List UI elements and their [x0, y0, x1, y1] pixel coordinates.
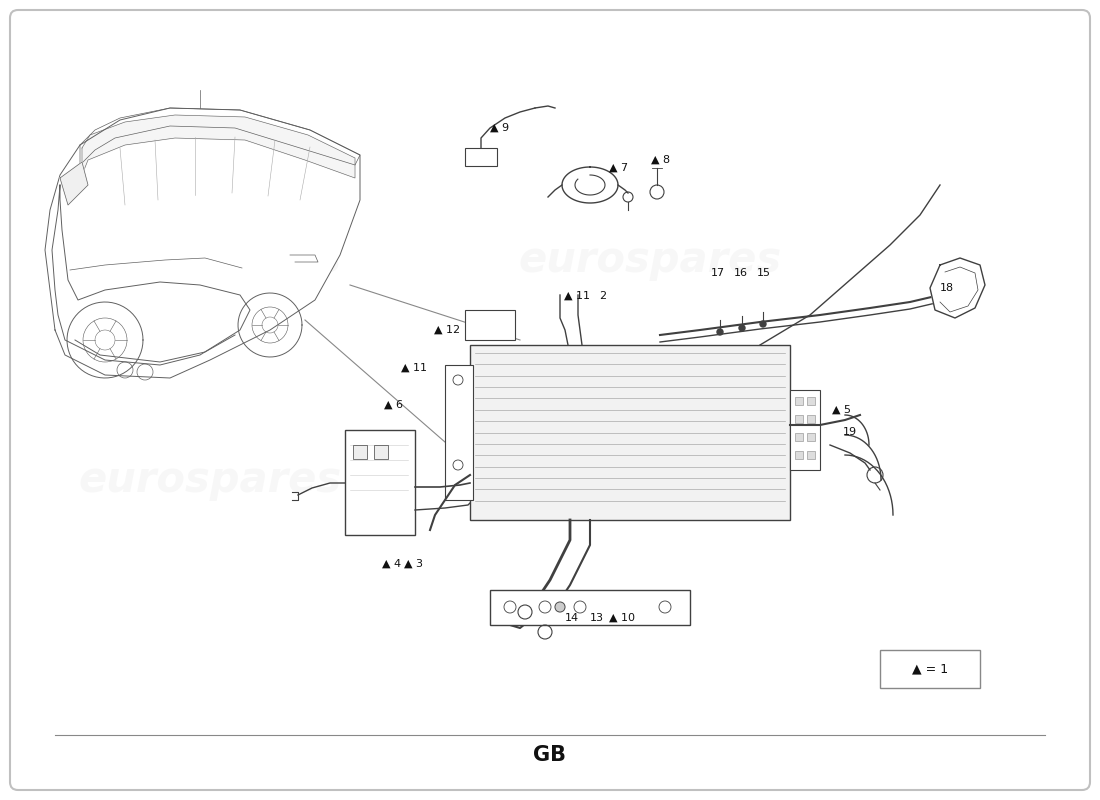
Bar	[790, 390, 820, 470]
Bar	[353, 445, 367, 459]
Text: eurospares: eurospares	[78, 239, 342, 281]
Text: 14: 14	[565, 613, 579, 623]
Bar	[807, 397, 815, 405]
Text: 2: 2	[600, 291, 606, 301]
Bar	[465, 310, 515, 340]
Bar	[374, 445, 388, 459]
Bar	[465, 148, 497, 166]
Bar	[470, 345, 790, 520]
Text: 13: 13	[590, 613, 604, 623]
FancyBboxPatch shape	[10, 10, 1090, 790]
Circle shape	[739, 325, 745, 331]
Text: eurospares: eurospares	[508, 459, 771, 501]
Text: eurospares: eurospares	[518, 239, 782, 281]
Text: ▲ 3: ▲ 3	[405, 559, 424, 569]
Polygon shape	[82, 115, 355, 178]
Bar	[807, 433, 815, 441]
Bar	[490, 590, 690, 625]
Polygon shape	[60, 162, 88, 205]
Text: 15: 15	[757, 268, 771, 278]
Text: ▲ 9: ▲ 9	[491, 123, 509, 133]
Bar	[795, 451, 803, 459]
Bar	[807, 415, 815, 423]
Text: 19: 19	[843, 427, 857, 437]
Circle shape	[556, 602, 565, 612]
Circle shape	[717, 329, 723, 335]
Text: ▲ = 1: ▲ = 1	[912, 662, 948, 675]
Text: ▲ 11: ▲ 11	[564, 291, 590, 301]
Bar	[807, 451, 815, 459]
Text: ▲ 4: ▲ 4	[383, 559, 402, 569]
Text: ▲ 12: ▲ 12	[433, 325, 460, 335]
Bar	[795, 415, 803, 423]
Text: ▲ 11: ▲ 11	[402, 363, 427, 373]
Circle shape	[760, 321, 766, 327]
Polygon shape	[238, 293, 302, 357]
Text: 16: 16	[734, 268, 748, 278]
Text: ▲ 6: ▲ 6	[384, 400, 403, 410]
Text: ▲ 7: ▲ 7	[609, 163, 628, 173]
Polygon shape	[67, 302, 143, 378]
Bar	[880, 650, 980, 688]
Text: ▲ 8: ▲ 8	[651, 155, 671, 165]
Polygon shape	[930, 258, 984, 318]
Text: eurospares: eurospares	[78, 459, 342, 501]
Bar	[795, 397, 803, 405]
Text: 18: 18	[940, 283, 954, 293]
Polygon shape	[45, 108, 360, 378]
Bar	[345, 430, 415, 535]
Bar	[446, 365, 473, 500]
Bar	[795, 433, 803, 441]
Text: GB: GB	[534, 745, 566, 765]
Text: ▲ 10: ▲ 10	[609, 613, 635, 623]
Text: 17: 17	[711, 268, 725, 278]
Text: ▲ 5: ▲ 5	[832, 405, 851, 415]
